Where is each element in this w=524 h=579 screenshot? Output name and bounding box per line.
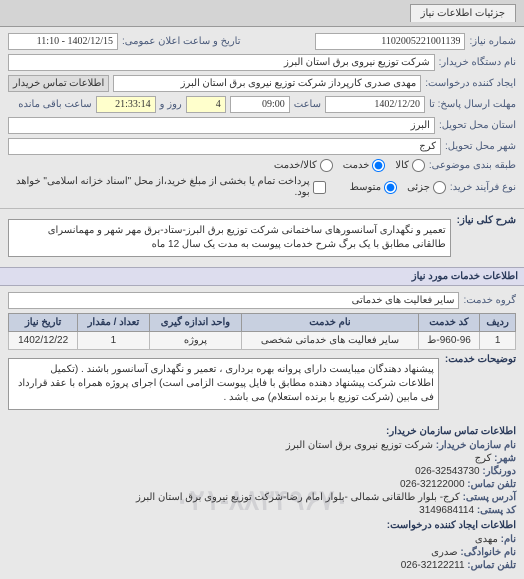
c-lname-label: نام خانوادگی: (460, 547, 516, 558)
remain-label: ساعت باقی مانده (18, 99, 91, 110)
radio-medium-input[interactable] (384, 181, 397, 194)
th-row: ردیف (480, 314, 516, 332)
c-fax-label: دورنگار: (482, 466, 516, 477)
city-label: شهر محل تحویل: (445, 141, 516, 152)
province-label: استان محل تحویل: (439, 120, 516, 131)
c-fax: 32543730-026 (415, 466, 480, 477)
c-phone-label: تلفن تماس: (467, 479, 516, 490)
city-input[interactable] (8, 138, 441, 155)
radio-both[interactable]: کالا/خدمت (274, 159, 333, 172)
notes-label: توضیحات خدمت: (445, 354, 516, 414)
radio-medium[interactable]: متوسط (350, 181, 397, 194)
c-cphone: 32122211-026 (401, 560, 465, 571)
c-name-label: نام: (501, 534, 516, 545)
th-name: نام خدمت (242, 314, 418, 332)
announce-label: تاریخ و ساعت اعلان عمومی: (122, 36, 241, 47)
th-unit: واحد اندازه گیری (149, 314, 242, 332)
check-prepay[interactable]: پرداخت تمام یا بخشی از مبلغ خرید،از محل … (8, 176, 326, 198)
radio-service-input[interactable] (372, 159, 385, 172)
c-addr: کرج- بلوار طالقانی شمالی -بلوار امام رضا… (136, 492, 460, 503)
services-section-title: اطلاعات خدمات مورد نیاز (0, 267, 524, 286)
summary-text: تعمیر و نگهداری آسانسورهای ساختمانی شرکت… (8, 219, 451, 257)
td-name: سایر فعالیت های خدماتی شخصی (242, 332, 418, 350)
need-no-label: شماره نیاز: (469, 36, 516, 47)
table-row: 1 960-96-ط سایر فعالیت های خدماتی شخصی پ… (9, 332, 516, 350)
radio-service[interactable]: خدمت (343, 159, 386, 172)
contact-section-title: اطلاعات تماس سازمان خریدار: (8, 426, 516, 437)
tab-bar: جزئیات اطلاعات نیاز (0, 0, 524, 27)
c-name: مهدی (475, 534, 498, 545)
header-form: شماره نیاز: تاریخ و ساعت اعلان عمومی: نا… (0, 27, 524, 208)
radio-both-input[interactable] (320, 159, 333, 172)
c-addr-label: آدرس پستی: (463, 492, 516, 503)
c-lname: صدری (431, 547, 457, 558)
check-prepay-input[interactable] (313, 181, 326, 194)
org-input[interactable] (8, 54, 435, 71)
th-qty: تعداد / مقدار (78, 314, 149, 332)
deadline-date-input[interactable] (325, 96, 425, 113)
group-label: گروه خدمت: (463, 295, 516, 306)
td-unit: پروژه (149, 332, 242, 350)
td-date: 1402/12/22 (9, 332, 78, 350)
radio-small-input[interactable] (433, 181, 446, 194)
services-table: ردیف کد خدمت نام خدمت واحد اندازه گیری ت… (8, 313, 516, 350)
tab-details[interactable]: جزئیات اطلاعات نیاز (410, 4, 516, 22)
c-cphone-label: تلفن تماس: (467, 560, 516, 571)
process-label: نوع فرآیند خرید: (450, 182, 516, 193)
group-input[interactable] (8, 292, 459, 309)
table-header-row: ردیف کد خدمت نام خدمت واحد اندازه گیری ت… (9, 314, 516, 332)
need-no-input[interactable] (315, 33, 465, 50)
th-code: کد خدمت (418, 314, 480, 332)
process-radio-group: جزئی متوسط (350, 181, 446, 194)
c-phone: 32122000-026 (400, 479, 465, 490)
c-city: کرج (475, 453, 492, 464)
summary-label: شرح کلی نیاز: (457, 215, 516, 261)
days-remain-input (186, 96, 226, 113)
announce-input[interactable] (8, 33, 118, 50)
td-code: 960-96-ط (418, 332, 480, 350)
td-qty: 1 (78, 332, 149, 350)
deadline-label: مهلت ارسال پاسخ: تا (429, 99, 516, 110)
radio-goods[interactable]: کالا (395, 159, 425, 172)
td-row: 1 (480, 332, 516, 350)
c-org: شرکت توزیع نیروی برق استان البرز (286, 440, 433, 451)
time-remain-input (96, 96, 156, 113)
th-date: تاریخ نیاز (9, 314, 78, 332)
requester-input[interactable] (113, 75, 421, 92)
c-org-label: نام سازمان خریدار: (436, 440, 516, 451)
requester-label: ایجاد کننده درخواست: (425, 78, 516, 89)
contact-section: ۰۲۱-۸۸۳۴۹۶۷۰ اطلاعات تماس سازمان خریدار:… (0, 420, 524, 579)
c-postal-label: کد پستی: (477, 505, 516, 516)
contact-buyer-button[interactable]: اطلاعات تماس خریدار (8, 75, 109, 92)
org-label: نام دستگاه خریدار: (439, 57, 516, 68)
province-input[interactable] (8, 117, 435, 134)
c-city-label: شهر: (494, 453, 516, 464)
topic-radio-group: کالا خدمت کالا/خدمت (274, 159, 425, 172)
radio-goods-input[interactable] (412, 159, 425, 172)
time-label-1: ساعت (294, 99, 321, 110)
deadline-time-input[interactable] (230, 96, 290, 113)
topic-label: طبقه بندی موضوعی: (429, 160, 516, 171)
notes-text: پیشنهاد دهندگان میبایست دارای پروانه بهر… (8, 358, 439, 410)
creator-section-title: اطلاعات ایجاد کننده درخواست: (8, 520, 516, 531)
radio-small[interactable]: جزئی (407, 181, 446, 194)
c-postal: 3149684114 (419, 505, 474, 516)
days-label: روز و (160, 99, 182, 110)
